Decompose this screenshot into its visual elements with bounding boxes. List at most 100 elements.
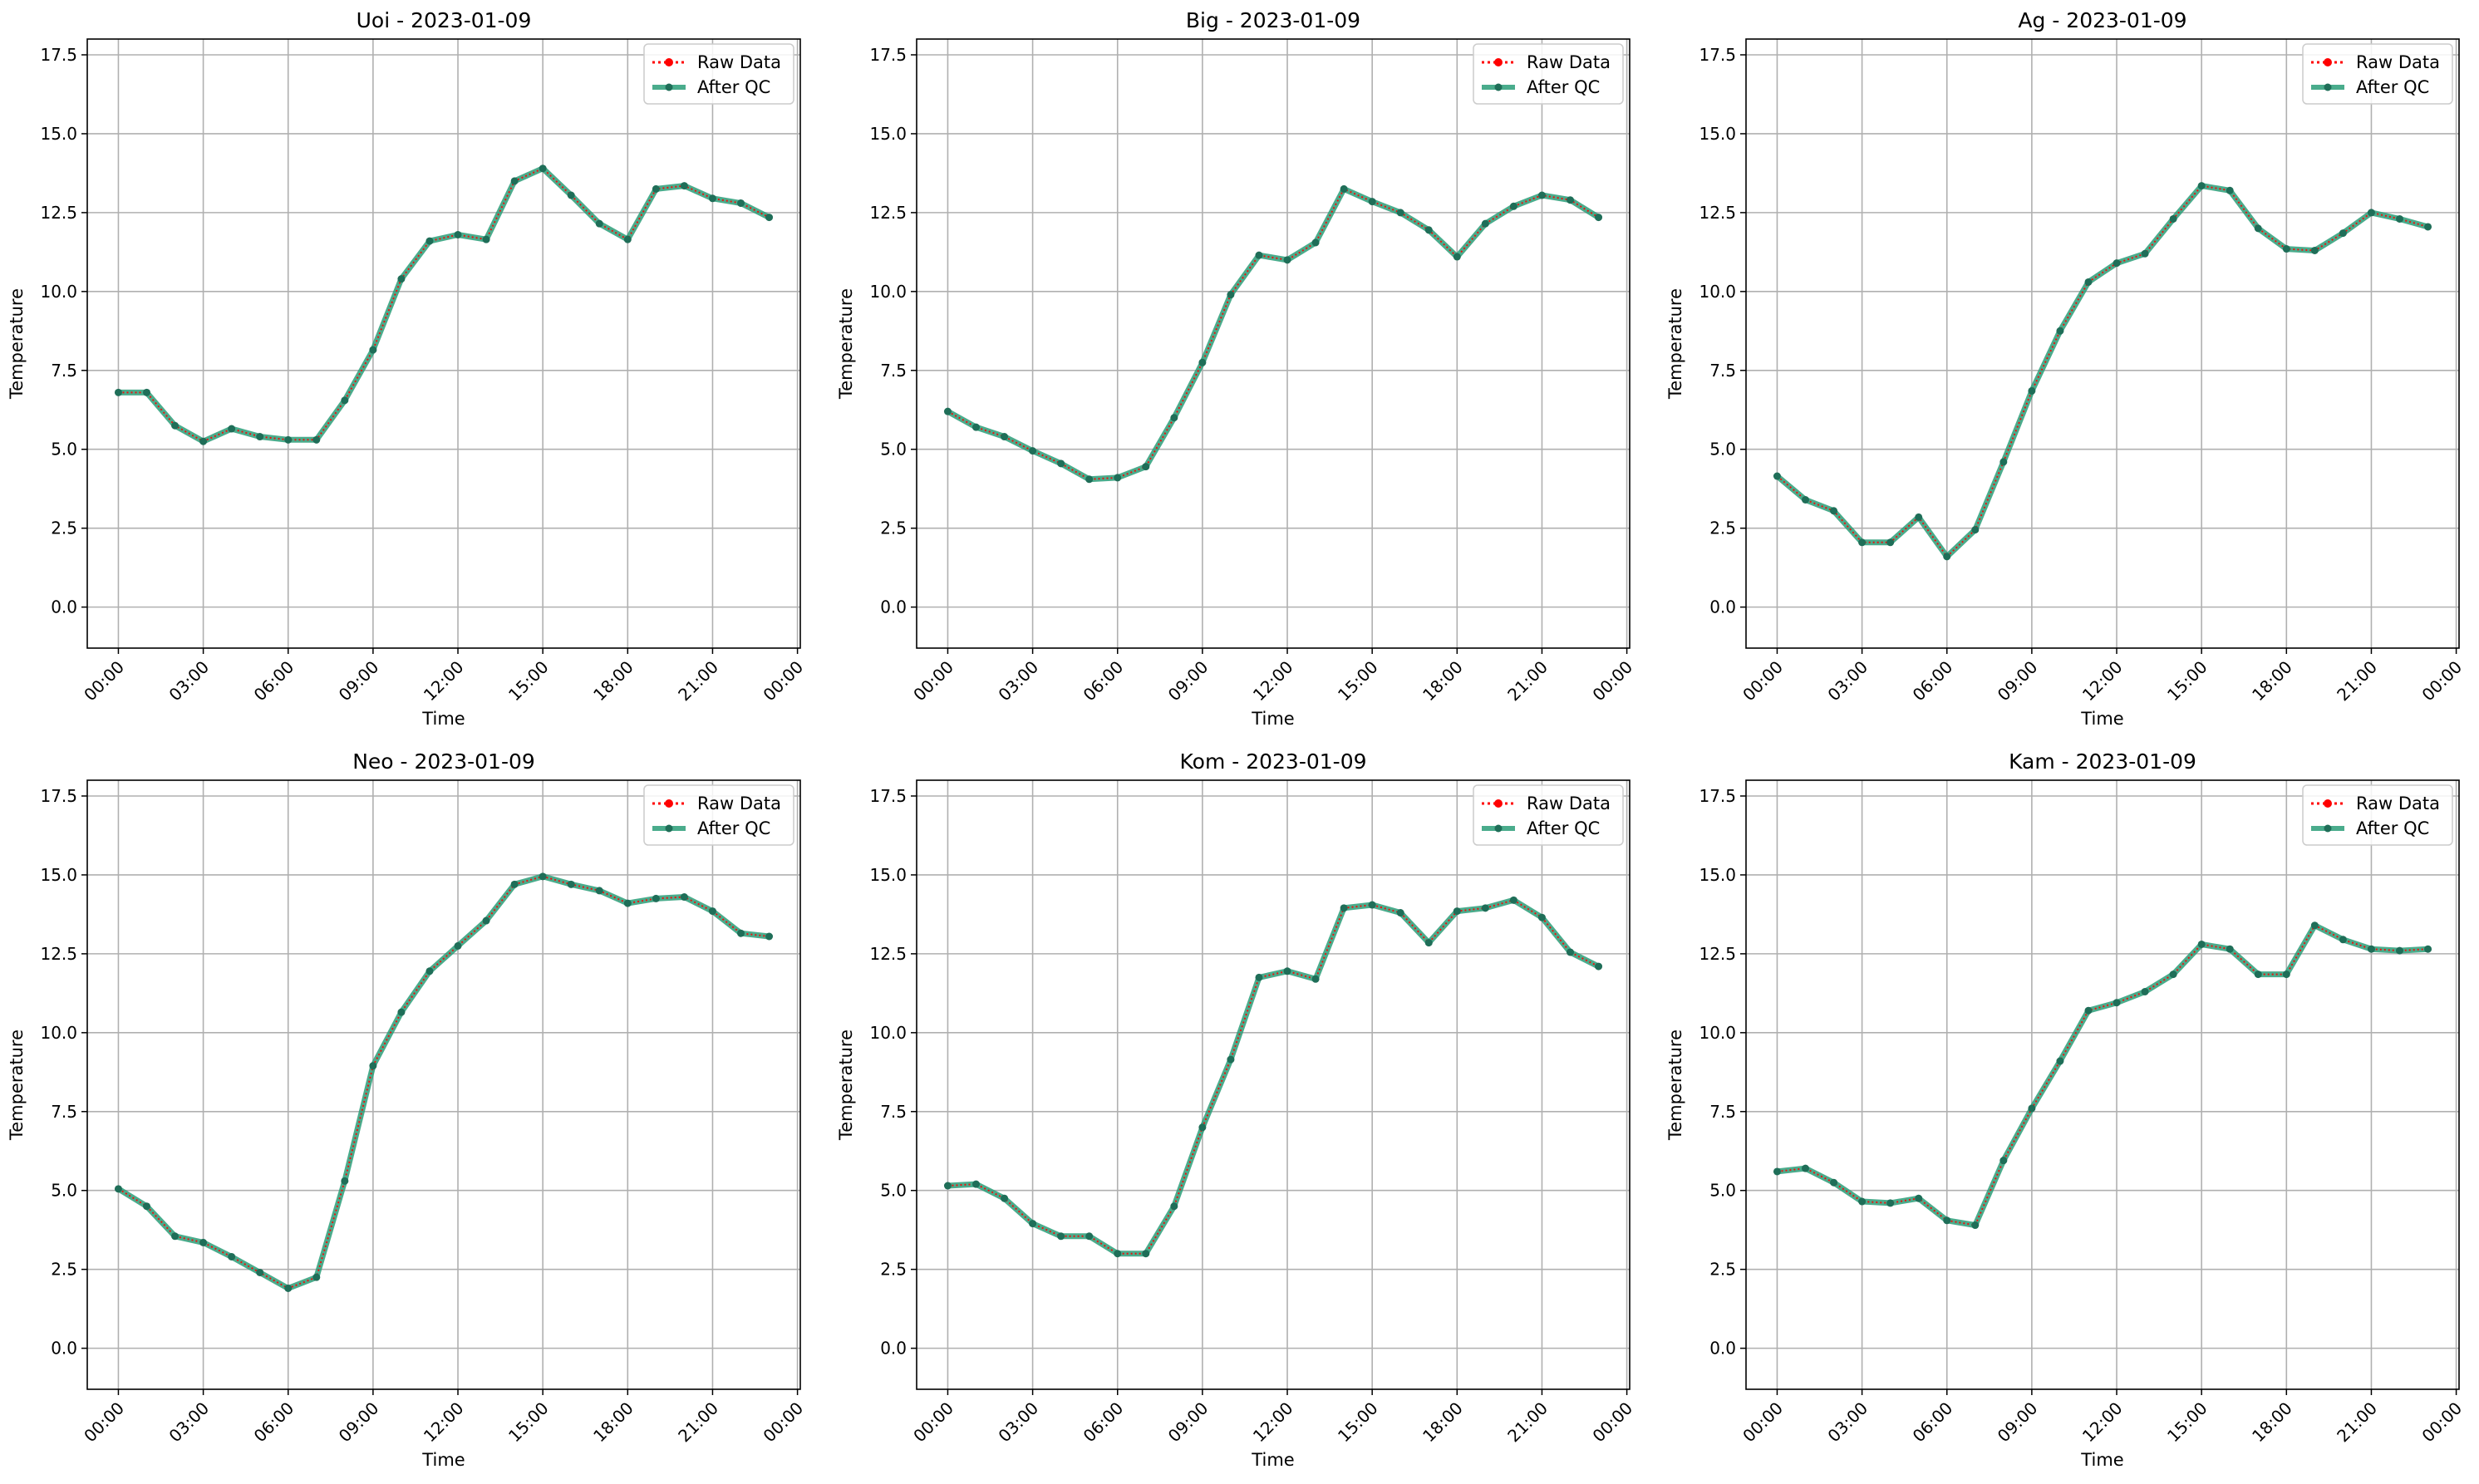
y-tick-label: 0.0: [880, 1339, 907, 1359]
data-point-after-qc: [623, 899, 632, 907]
x-tick-label: 21:00: [1503, 657, 1552, 705]
series-line-raw-data: [118, 167, 770, 443]
data-point-after-qc: [1198, 358, 1207, 366]
y-tick-label: 17.5: [40, 45, 77, 65]
legend-marker-raw-data: [2324, 58, 2332, 66]
x-tick-label: 15:00: [504, 657, 553, 705]
data-point-after-qc: [2254, 224, 2262, 233]
y-tick-label: 5.0: [1709, 440, 1736, 459]
data-point-after-qc: [1830, 507, 1838, 515]
data-point-after-qc: [1057, 459, 1065, 468]
data-point-after-qc: [1567, 196, 1574, 204]
data-point-after-qc: [256, 433, 264, 441]
data-point-after-qc: [2141, 987, 2149, 995]
data-point-after-qc: [1283, 256, 1291, 264]
data-point-after-qc: [2424, 945, 2432, 953]
x-tick-label: 03:00: [1823, 657, 1872, 705]
legend-marker-raw-data: [665, 58, 673, 66]
y-axis-label: Temperature: [1665, 288, 1685, 400]
data-point-after-qc: [1368, 198, 1376, 206]
data-point-after-qc: [228, 425, 236, 433]
data-point-after-qc: [1481, 219, 1489, 228]
chart-title: Kom - 2023-01-09: [1180, 749, 1367, 774]
data-point-after-qc: [1396, 209, 1404, 217]
y-tick-label: 2.5: [1709, 518, 1736, 538]
data-point-after-qc: [1858, 1197, 1867, 1206]
legend-label-raw-data: Raw Data: [697, 52, 781, 72]
data-point-after-qc: [1971, 526, 1980, 534]
data-point-after-qc: [2113, 259, 2121, 268]
x-tick-label: 03:00: [994, 1398, 1042, 1447]
chart-title: Big - 2023-01-09: [1186, 8, 1360, 32]
chart-title: Ag - 2023-01-09: [2018, 8, 2186, 32]
legend-label-raw-data: Raw Data: [1527, 794, 1611, 813]
y-tick-label: 0.0: [1709, 597, 1736, 617]
data-point-after-qc: [1227, 291, 1235, 299]
data-point-after-qc: [1029, 1220, 1037, 1228]
y-tick-label: 12.5: [40, 944, 77, 964]
data-point-after-qc: [680, 182, 688, 190]
x-tick-label: 12:00: [420, 657, 468, 705]
data-point-after-qc: [1114, 1250, 1122, 1258]
x-tick-label: 00:00: [759, 657, 807, 705]
data-point-after-qc: [1595, 214, 1603, 222]
x-tick-label: 18:00: [589, 1398, 637, 1447]
data-point-after-qc: [1773, 472, 1781, 480]
series-line-after-qc: [1775, 183, 2429, 560]
y-tick-label: 7.5: [1709, 1102, 1736, 1122]
data-point-after-qc: [1311, 975, 1320, 983]
x-tick-label: 12:00: [1249, 1398, 1297, 1447]
chart-panel-2: 0.0 2.5 5.0 7.5 10.0 12.5 15.0 17.5 00:00 03:00 06…: [836, 8, 1636, 729]
series-line-raw-data: [947, 188, 1600, 480]
data-point-after-qc: [1311, 238, 1320, 247]
data-point-after-qc: [2367, 209, 2375, 217]
data-point-after-qc: [2310, 921, 2319, 930]
x-tick-label: 18:00: [2248, 657, 2296, 705]
data-point-after-qc: [652, 184, 660, 193]
data-point-after-qc: [2197, 182, 2206, 190]
x-tick-label: 00:00: [909, 1398, 957, 1447]
y-tick-label: 0.0: [1709, 1339, 1736, 1359]
data-point-after-qc: [1999, 458, 2008, 466]
data-point-after-qc: [1481, 904, 1489, 912]
data-point-after-qc: [1198, 1123, 1207, 1132]
data-point-after-qc: [680, 893, 688, 902]
legend-marker-raw-data: [1494, 799, 1503, 808]
axes-frame: [1745, 779, 2460, 1390]
data-point-after-qc: [114, 1185, 122, 1193]
y-tick-label: 15.0: [869, 865, 907, 885]
y-tick-label: 10.0: [40, 1023, 77, 1043]
legend-label-after-qc: After QC: [2356, 77, 2429, 97]
y-tick-label: 10.0: [40, 282, 77, 302]
x-tick-label: 06:00: [1080, 657, 1128, 705]
x-tick-label: 03:00: [994, 657, 1042, 705]
y-tick-label: 0.0: [51, 1339, 77, 1359]
chart-title: Neo - 2023-01-09: [352, 749, 535, 774]
y-tick-label: 5.0: [880, 440, 907, 459]
data-point-after-qc: [2028, 1104, 2036, 1113]
data-point-after-qc: [114, 388, 122, 396]
legend-marker-after-qc: [665, 824, 673, 833]
x-tick-label: 09:00: [335, 1398, 383, 1447]
data-point-after-qc: [425, 237, 434, 245]
data-point-after-qc: [2310, 246, 2319, 254]
data-point-after-qc: [1085, 475, 1094, 484]
x-tick-label: 09:00: [1994, 657, 2042, 705]
data-point-after-qc: [2113, 999, 2121, 1007]
data-point-after-qc: [972, 423, 980, 431]
data-point-after-qc: [482, 916, 490, 925]
series-line-raw-data: [947, 899, 1599, 1255]
data-point-after-qc: [1886, 538, 1895, 547]
x-tick-label: 00:00: [2418, 657, 2466, 705]
legend-marker-after-qc: [2324, 824, 2332, 833]
x-tick-label: 21:00: [1503, 1398, 1552, 1447]
data-point-after-qc: [228, 1252, 236, 1260]
data-point-after-qc: [2084, 278, 2093, 286]
y-tick-label: 17.5: [1699, 786, 1736, 806]
data-point-after-qc: [284, 1284, 293, 1292]
data-point-after-qc: [1424, 939, 1433, 947]
legend: Raw Data After QC: [643, 43, 794, 105]
data-point-after-qc: [1340, 184, 1348, 193]
y-tick-label: 0.0: [51, 597, 77, 617]
